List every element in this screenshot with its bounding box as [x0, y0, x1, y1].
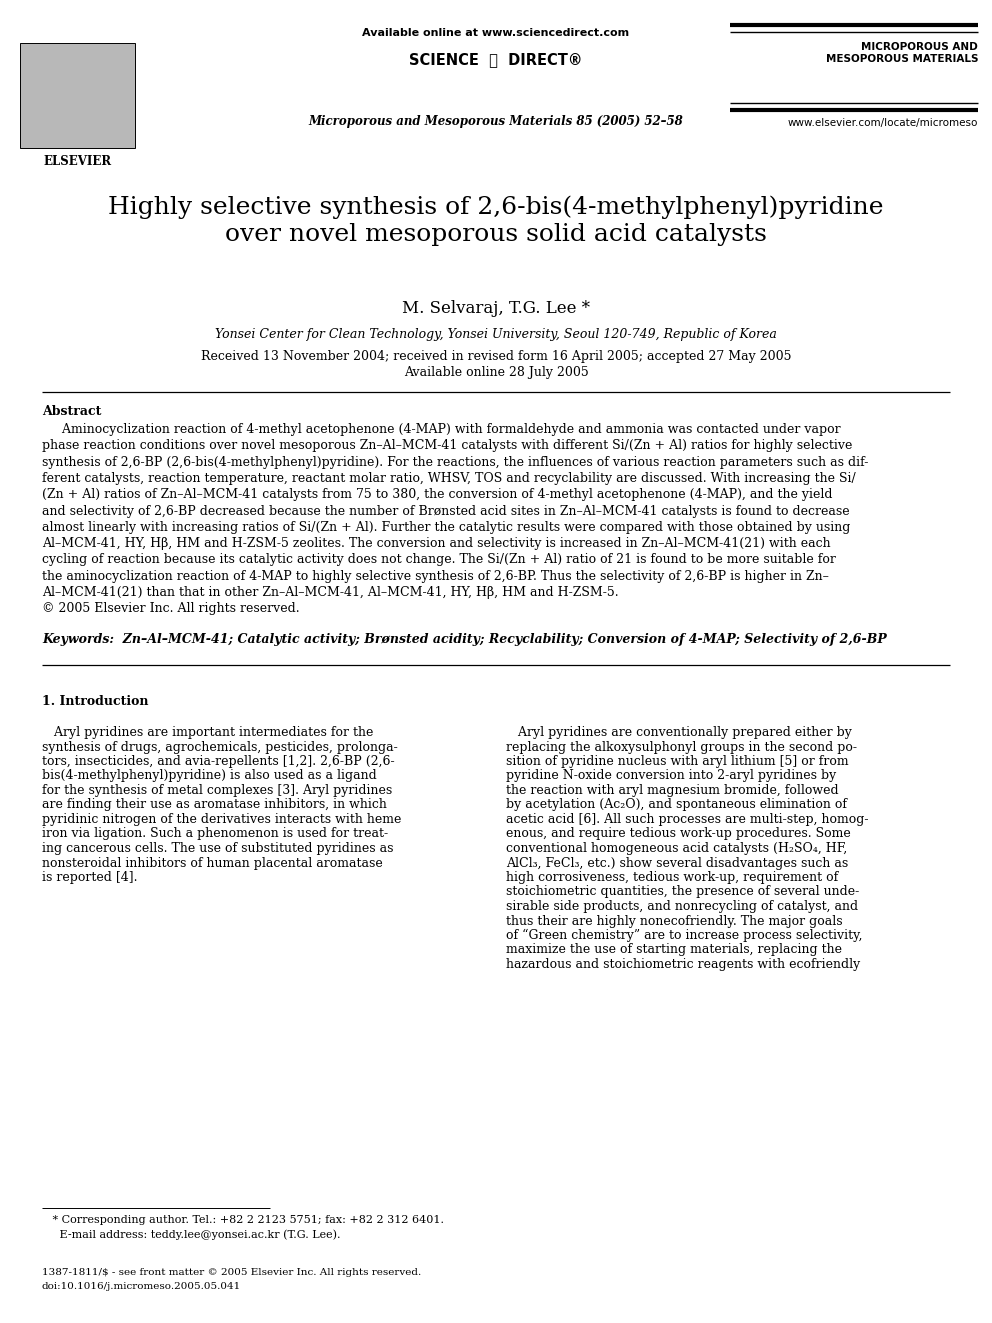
- Text: acetic acid [6]. All such processes are multi-step, homog-: acetic acid [6]. All such processes are …: [506, 814, 869, 826]
- Text: pyridinic nitrogen of the derivatives interacts with heme: pyridinic nitrogen of the derivatives in…: [42, 814, 402, 826]
- Text: high corrosiveness, tedious work-up, requirement of: high corrosiveness, tedious work-up, req…: [506, 871, 838, 884]
- Text: tors, insecticides, and avia-repellents [1,2]. 2,6-BP (2,6-: tors, insecticides, and avia-repellents …: [42, 755, 395, 767]
- Text: www.elsevier.com/locate/micromeso: www.elsevier.com/locate/micromeso: [788, 118, 978, 128]
- Text: maximize the use of starting materials, replacing the: maximize the use of starting materials, …: [506, 943, 842, 957]
- Text: are finding their use as aromatase inhibitors, in which: are finding their use as aromatase inhib…: [42, 799, 387, 811]
- Text: doi:10.1016/j.micromeso.2005.05.041: doi:10.1016/j.micromeso.2005.05.041: [42, 1282, 241, 1291]
- Text: bis(4-methylphenyl)pyridine) is also used as a ligand: bis(4-methylphenyl)pyridine) is also use…: [42, 770, 377, 782]
- Text: Keywords:  Zn–Al–MCM-41; Catalytic activity; Brønsted acidity; Recyclability; Co: Keywords: Zn–Al–MCM-41; Catalytic activi…: [42, 632, 887, 646]
- Text: for the synthesis of metal complexes [3]. Aryl pyridines: for the synthesis of metal complexes [3]…: [42, 785, 392, 796]
- Text: 1387-1811/$ - see front matter © 2005 Elsevier Inc. All rights reserved.: 1387-1811/$ - see front matter © 2005 El…: [42, 1267, 422, 1277]
- Text: iron via ligation. Such a phenomenon is used for treat-: iron via ligation. Such a phenomenon is …: [42, 827, 388, 840]
- Text: hazardous and stoichiometric reagents with ecofriendly: hazardous and stoichiometric reagents wi…: [506, 958, 860, 971]
- Bar: [20, 44, 135, 148]
- Text: SCIENCE  ⓓ  DIRECT®: SCIENCE ⓓ DIRECT®: [410, 52, 582, 67]
- Text: Available online at www.sciencedirect.com: Available online at www.sciencedirect.co…: [362, 28, 630, 38]
- Text: E-mail address: teddy.lee@yonsei.ac.kr (T.G. Lee).: E-mail address: teddy.lee@yonsei.ac.kr (…: [42, 1229, 340, 1240]
- Text: stoichiometric quantities, the presence of several unde-: stoichiometric quantities, the presence …: [506, 885, 859, 898]
- Text: Abstract: Abstract: [42, 405, 101, 418]
- Text: the reaction with aryl magnesium bromide, followed: the reaction with aryl magnesium bromide…: [506, 785, 838, 796]
- Text: Microporous and Mesoporous Materials 85 (2005) 52–58: Microporous and Mesoporous Materials 85 …: [309, 115, 683, 128]
- Text: Aminocyclization reaction of 4-methyl acetophenone (4-MAP) with formaldehyde and: Aminocyclization reaction of 4-methyl ac…: [42, 423, 868, 615]
- Text: Available online 28 July 2005: Available online 28 July 2005: [404, 366, 588, 378]
- Text: enous, and require tedious work-up procedures. Some: enous, and require tedious work-up proce…: [506, 827, 851, 840]
- Text: sirable side products, and nonrecycling of catalyst, and: sirable side products, and nonrecycling …: [506, 900, 858, 913]
- Text: Yonsei Center for Clean Technology, Yonsei University, Seoul 120-749, Republic o: Yonsei Center for Clean Technology, Yons…: [215, 328, 777, 341]
- Text: pyridine N-oxide conversion into 2-aryl pyridines by: pyridine N-oxide conversion into 2-aryl …: [506, 770, 836, 782]
- Text: Received 13 November 2004; received in revised form 16 April 2005; accepted 27 M: Received 13 November 2004; received in r…: [200, 351, 792, 363]
- Text: MICROPOROUS AND
MESOPOROUS MATERIALS: MICROPOROUS AND MESOPOROUS MATERIALS: [825, 42, 978, 65]
- Text: 1. Introduction: 1. Introduction: [42, 695, 149, 708]
- Text: synthesis of drugs, agrochemicals, pesticides, prolonga-: synthesis of drugs, agrochemicals, pesti…: [42, 741, 398, 754]
- Text: ELSEVIER: ELSEVIER: [44, 155, 112, 168]
- Text: Aryl pyridines are conventionally prepared either by: Aryl pyridines are conventionally prepar…: [506, 726, 852, 740]
- Text: nonsteroidal inhibitors of human placental aromatase: nonsteroidal inhibitors of human placent…: [42, 856, 383, 869]
- Text: Aryl pyridines are important intermediates for the: Aryl pyridines are important intermediat…: [42, 726, 373, 740]
- Text: is reported [4].: is reported [4].: [42, 871, 138, 884]
- Text: thus their are highly nonecofriendly. The major goals: thus their are highly nonecofriendly. Th…: [506, 914, 842, 927]
- Text: sition of pyridine nucleus with aryl lithium [5] or from: sition of pyridine nucleus with aryl lit…: [506, 755, 848, 767]
- Text: M. Selvaraj, T.G. Lee *: M. Selvaraj, T.G. Lee *: [402, 300, 590, 318]
- Text: of “Green chemistry” are to increase process selectivity,: of “Green chemistry” are to increase pro…: [506, 929, 862, 942]
- Text: by acetylation (Ac₂O), and spontaneous elimination of: by acetylation (Ac₂O), and spontaneous e…: [506, 799, 847, 811]
- Text: replacing the alkoxysulphonyl groups in the second po-: replacing the alkoxysulphonyl groups in …: [506, 741, 857, 754]
- Text: ing cancerous cells. The use of substituted pyridines as: ing cancerous cells. The use of substitu…: [42, 841, 394, 855]
- Text: conventional homogeneous acid catalysts (H₂SO₄, HF,: conventional homogeneous acid catalysts …: [506, 841, 847, 855]
- Text: AlCl₃, FeCl₃, etc.) show several disadvantages such as: AlCl₃, FeCl₃, etc.) show several disadva…: [506, 856, 848, 869]
- Text: * Corresponding author. Tel.: +82 2 2123 5751; fax: +82 2 312 6401.: * Corresponding author. Tel.: +82 2 2123…: [42, 1215, 444, 1225]
- Text: Highly selective synthesis of 2,6-bis(4-methylphenyl)pyridine
over novel mesopor: Highly selective synthesis of 2,6-bis(4-…: [108, 194, 884, 246]
